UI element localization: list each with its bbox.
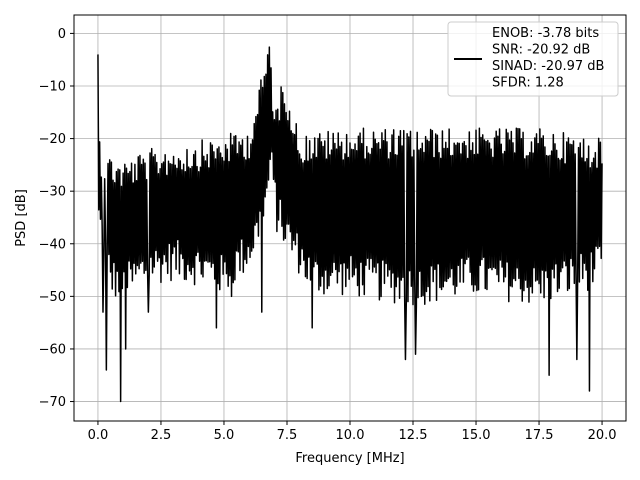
y-tick-label: −50 — [39, 290, 66, 305]
x-tick-label: 7.5 — [277, 428, 298, 443]
y-tick-label: −40 — [39, 237, 66, 252]
x-axis-label: Frequency [MHz] — [295, 451, 404, 466]
legend-snr: SNR: -20.92 dB — [492, 43, 590, 58]
x-axis: 0.0 2.5 5.0 7.5 10.0 12.5 15.0 17.5 20.0 — [88, 421, 617, 443]
x-tick-label: 12.5 — [399, 428, 428, 443]
y-tick-label: −20 — [39, 132, 66, 147]
y-tick-label: −60 — [39, 342, 66, 357]
psd-line — [97, 46, 603, 403]
y-tick-label: −70 — [39, 395, 66, 410]
legend-box — [447, 21, 619, 97]
y-tick-label: 0 — [58, 27, 66, 42]
legend-sinad: SINAD: -20.97 dB — [492, 59, 604, 74]
x-tick-label: 10.0 — [336, 428, 365, 443]
y-axis: 0 −10 −20 −30 −40 −50 −60 −70 — [39, 27, 74, 410]
x-tick-label: 20.0 — [588, 428, 617, 443]
legend-enob: ENOB: -3.78 bits — [492, 26, 599, 41]
x-tick-label: 17.5 — [525, 428, 554, 443]
y-tick-label: −10 — [39, 79, 66, 94]
x-tick-label: 15.0 — [462, 428, 491, 443]
legend-sfdr: SFDR: 1.28 — [492, 76, 564, 91]
legend: ENOB: -3.78 bits SNR: -20.92 dB SINAD: -… — [447, 21, 619, 97]
psd-series — [97, 46, 603, 403]
x-tick-label: 2.5 — [151, 428, 172, 443]
y-axis-label: PSD [dB] — [14, 189, 29, 247]
y-tick-label: −30 — [39, 185, 66, 200]
x-tick-label: 5.0 — [214, 428, 235, 443]
x-tick-label: 0.0 — [88, 428, 109, 443]
